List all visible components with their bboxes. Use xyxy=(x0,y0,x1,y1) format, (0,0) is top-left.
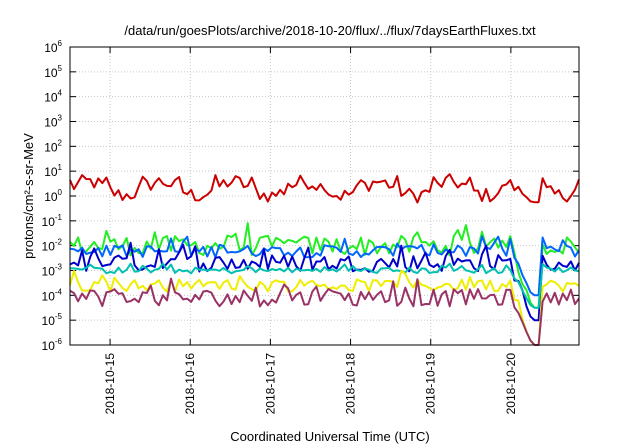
grid xyxy=(70,46,579,346)
y-tick-exponent: -2 xyxy=(55,238,63,247)
x-tick-label: 2018-10-18 xyxy=(344,353,358,415)
y-tick-base: 10 xyxy=(42,289,56,303)
y-tick-exponent: -4 xyxy=(55,287,63,296)
y-tick-label: 10-2 xyxy=(42,238,63,254)
y-tick-exponent: 2 xyxy=(58,138,63,147)
y-tick-labels: 10-610-510-410-310-210-11001011021031041… xyxy=(42,39,63,353)
y-tick-label: 10-6 xyxy=(42,337,63,353)
y-tick-base: 10 xyxy=(44,190,58,204)
chart-title: /data/run/goesPlots/archive/2018-10-20/f… xyxy=(124,23,536,38)
y-tick-label: 101 xyxy=(44,163,62,179)
y-tick-label: 10-4 xyxy=(42,287,63,303)
y-axis-label: protons/cm²-s-sr-MeV xyxy=(21,133,36,259)
y-tick-label: 106 xyxy=(44,39,62,55)
series-line-5 xyxy=(69,262,580,309)
y-tick-base: 10 xyxy=(42,240,56,254)
y-tick-exponent: -3 xyxy=(55,263,63,272)
y-tick-base: 10 xyxy=(42,215,56,229)
series-line-1 xyxy=(69,173,580,204)
y-tick-base: 10 xyxy=(44,66,58,80)
x-tick-label: 2018-10-19 xyxy=(424,353,438,415)
y-tick-label: 104 xyxy=(44,89,62,105)
plot-frame xyxy=(69,46,580,346)
y-tick-exponent: 6 xyxy=(58,39,63,48)
y-tick-exponent: 1 xyxy=(58,163,63,172)
series-line-4 xyxy=(69,241,580,322)
series-lines xyxy=(69,173,580,346)
y-tick-exponent: 5 xyxy=(58,64,63,73)
y-tick-exponent: 4 xyxy=(58,89,63,98)
y-tick-label: 102 xyxy=(44,138,62,154)
y-tick-base: 10 xyxy=(44,116,58,130)
series-line-2 xyxy=(69,222,580,309)
y-tick-label: 103 xyxy=(44,114,62,130)
y-tick-base: 10 xyxy=(44,41,58,55)
y-tick-label: 10-3 xyxy=(42,263,63,279)
y-tick-exponent: -6 xyxy=(55,337,63,346)
y-tick-base: 10 xyxy=(44,165,58,179)
y-tick-label: 10-1 xyxy=(42,213,63,229)
x-tick-label: 2018-10-17 xyxy=(263,353,277,415)
y-tick-base: 10 xyxy=(42,314,56,328)
series-line-6 xyxy=(69,269,580,346)
x-tick-label: 2018-10-16 xyxy=(183,353,197,415)
y-tick-label: 105 xyxy=(44,64,62,80)
y-tick-label: 10-5 xyxy=(42,312,63,328)
y-tick-label: 100 xyxy=(44,188,62,204)
x-tick-label: 2018-10-15 xyxy=(103,353,117,415)
x-tick-labels: 2018-10-15 2018-10-16 2018-10-17 2018-10-18… xyxy=(103,353,518,415)
y-tick-base: 10 xyxy=(42,265,56,279)
x-axis-label: Coordinated Universal Time (UTC) xyxy=(230,429,429,444)
series-line-3 xyxy=(69,235,580,297)
y-tick-base: 10 xyxy=(44,140,58,154)
series-line-7 xyxy=(69,277,580,346)
y-tick-exponent: -5 xyxy=(55,312,63,321)
y-tick-exponent: -1 xyxy=(55,213,63,222)
y-tick-base: 10 xyxy=(42,339,56,353)
y-tick-exponent: 3 xyxy=(58,114,63,123)
y-tick-exponent: 0 xyxy=(58,188,63,197)
x-tick-label: 2018-10-20 xyxy=(504,353,518,415)
y-tick-base: 10 xyxy=(44,91,58,105)
